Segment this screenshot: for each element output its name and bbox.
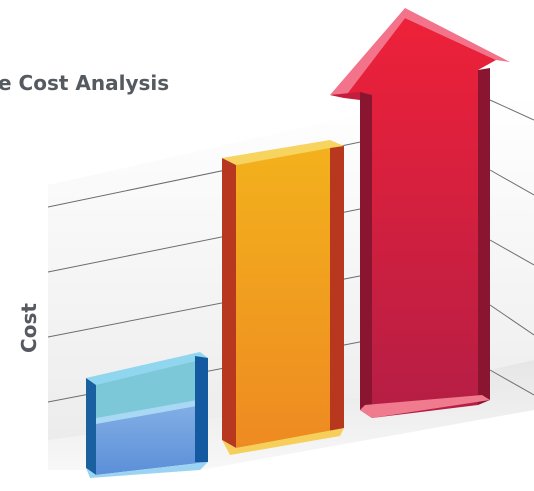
bar-illustration: [86, 352, 208, 478]
arrow-illustration: [330, 8, 510, 418]
chart-title: e Cost Analysis: [0, 71, 169, 95]
y-axis-label: Cost: [17, 303, 41, 353]
bar-illustration: [222, 140, 344, 455]
